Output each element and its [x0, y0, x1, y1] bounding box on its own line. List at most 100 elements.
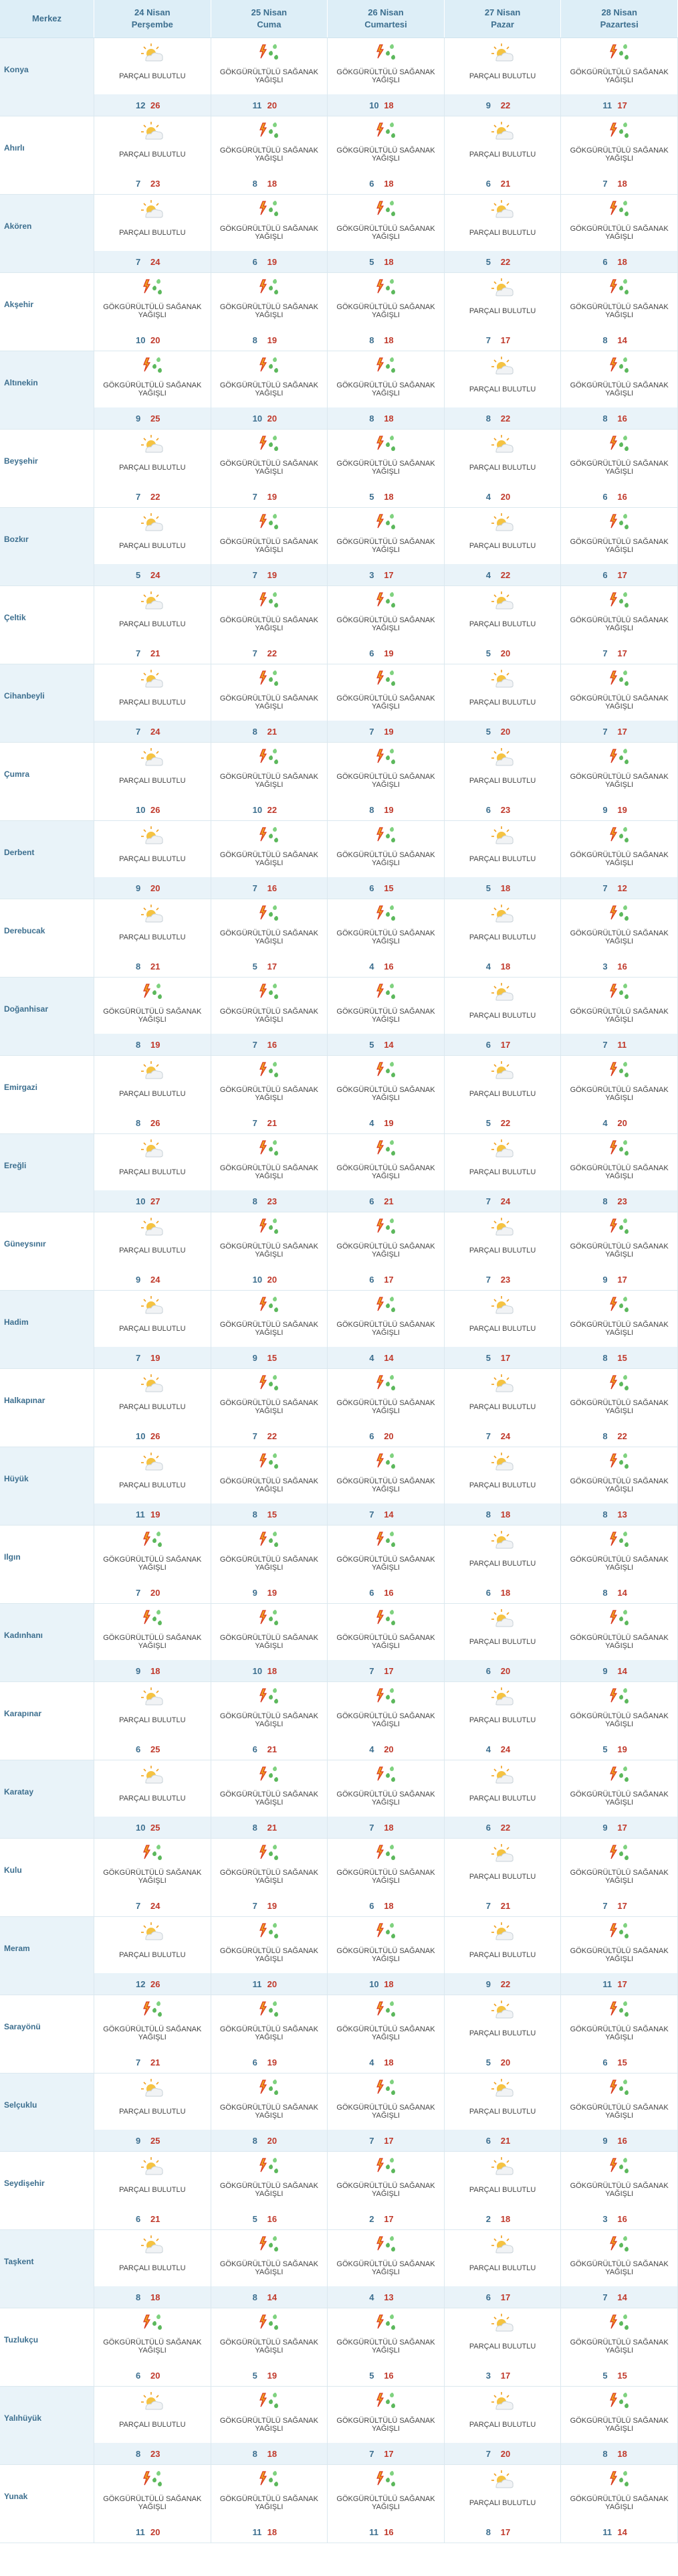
temperature-row: 5 18 — [328, 486, 444, 507]
station-name[interactable]: Seydişehir — [0, 2151, 94, 2230]
thunderstorm-icon — [606, 1530, 633, 1551]
min-temp: 7 — [485, 1900, 491, 1911]
thunderstorm-icon — [255, 1686, 282, 1708]
station-name[interactable]: Sarayönü — [0, 1995, 94, 2074]
station-name[interactable]: Halkapınar — [0, 1368, 94, 1447]
station-name[interactable]: Güneysınır — [0, 1212, 94, 1291]
min-temp: 6 — [485, 1587, 491, 1598]
station-name[interactable]: Konya — [0, 37, 94, 116]
partly-cloudy-icon — [139, 1921, 166, 1942]
thunderstorm-icon — [255, 277, 282, 298]
station-name[interactable]: Taşkent — [0, 2229, 94, 2308]
station-name[interactable]: Doğanhisar — [0, 977, 94, 1056]
condition-text: GÖKGÜRÜLTÜLÜ SAĞANAK YAĞIŞLI — [103, 303, 202, 319]
station-name[interactable]: Yalıhüyük — [0, 2386, 94, 2465]
max-temp: 22 — [150, 491, 160, 502]
forecast-cell: PARÇALI BULUTLU 6 23 — [444, 742, 562, 821]
thunderstorm-icon — [372, 1921, 399, 1942]
station-name[interactable]: Beyşehir — [0, 429, 94, 508]
min-temp: 7 — [602, 648, 608, 658]
station-name[interactable]: Yunak — [0, 2464, 94, 2543]
max-temp: 20 — [150, 335, 160, 345]
thunderstorm-icon — [606, 982, 633, 1003]
max-temp: 23 — [150, 178, 160, 189]
max-temp: 17 — [617, 726, 627, 737]
station-name[interactable]: Derebucak — [0, 899, 94, 978]
max-temp: 17 — [384, 1665, 394, 1676]
station-name[interactable]: Ereğli — [0, 1133, 94, 1212]
condition-text: GÖKGÜRÜLTÜLÜ SAĞANAK YAĞIŞLI — [219, 225, 318, 241]
station-name[interactable]: Selçuklu — [0, 2073, 94, 2152]
station-row: Halkapınar PARÇALI BULUTLU 10 26 GÖKGÜRÜLTÜL… — [0, 1368, 678, 1447]
min-temp: 6 — [252, 256, 257, 267]
min-temp: 4 — [369, 2057, 374, 2067]
station-name[interactable]: Ilgın — [0, 1525, 94, 1604]
forecast-cell: PARÇALI BULUTLU 6 17 — [444, 977, 562, 1056]
min-temp: 9 — [602, 1274, 608, 1285]
condition-text: GÖKGÜRÜLTÜLÜ SAĞANAK YAĞIŞLI — [570, 2417, 669, 2433]
temperature-row: 7 19 — [211, 1895, 328, 1916]
station-name[interactable]: Hüyük — [0, 1447, 94, 1526]
station-name[interactable]: Karatay — [0, 1760, 94, 1839]
condition-text: PARÇALI BULUTLU — [469, 699, 536, 707]
station-name[interactable]: Ahırlı — [0, 116, 94, 195]
min-temp: 6 — [369, 1900, 374, 1911]
min-temp: 9 — [136, 1274, 141, 1285]
max-temp: 17 — [617, 1979, 627, 1989]
station-row: Kadınhanı GÖKGÜRÜLTÜLÜ SAĞANAK YAĞIŞLI 9 18… — [0, 1603, 678, 1682]
min-temp: 5 — [485, 726, 491, 737]
min-temp: 9 — [136, 2135, 141, 2146]
max-temp: 24 — [500, 1196, 511, 1206]
station-name[interactable]: Akören — [0, 194, 94, 273]
min-temp: 10 — [369, 100, 379, 110]
partly-cloudy-icon — [489, 1060, 516, 1081]
max-temp: 17 — [384, 2135, 394, 2146]
temperature-row: 9 25 — [94, 407, 211, 429]
temperature-row: 3 17 — [328, 564, 444, 585]
max-temp: 18 — [500, 1509, 511, 1520]
station-name[interactable]: Meram — [0, 1916, 94, 1995]
station-name[interactable]: Akşehir — [0, 272, 94, 351]
temperature-row: 8 23 — [94, 2443, 211, 2464]
station-row: Beyşehir PARÇALI BULUTLU 7 22 GÖKGÜRÜLTÜLÜ S… — [0, 429, 678, 508]
temperature-row: 8 18 — [211, 173, 328, 194]
station-name[interactable]: Hadim — [0, 1290, 94, 1369]
thunderstorm-icon — [255, 825, 282, 846]
condition-text: GÖKGÜRÜLTÜLÜ SAĞANAK YAĞIŞLI — [219, 1477, 318, 1493]
min-temp: 8 — [136, 1039, 141, 1050]
temperature-row: 6 20 — [328, 1425, 444, 1447]
condition-text: PARÇALI BULUTLU — [469, 1795, 536, 1803]
temperature-row: 3 16 — [561, 955, 677, 977]
temperature-row: 9 17 — [561, 1269, 677, 1290]
thunderstorm-icon — [255, 1999, 282, 2021]
station-name[interactable]: Kulu — [0, 1838, 94, 1917]
station-name[interactable]: Emirgazi — [0, 1055, 94, 1134]
station-name[interactable]: Cihanbeyli — [0, 664, 94, 743]
forecast-cell: PARÇALI BULUTLU 7 20 — [444, 2386, 562, 2465]
day-header: 24 Nisan Perşembe — [94, 0, 211, 38]
min-temp: 6 — [369, 1274, 374, 1285]
station-name[interactable]: Tuzlukçu — [0, 2308, 94, 2387]
partly-cloudy-icon — [489, 1451, 516, 1473]
thunderstorm-icon — [255, 590, 282, 612]
forecast-cell: GÖKGÜRÜLTÜLÜ SAĞANAK YAĞIŞLI 6 19 — [327, 585, 445, 664]
thunderstorm-icon — [255, 668, 282, 690]
forecast-cell: PARÇALI BULUTLU 6 18 — [444, 1525, 562, 1604]
station-name[interactable]: Kadınhanı — [0, 1603, 94, 1682]
forecast-cell: PARÇALI BULUTLU 9 22 — [444, 37, 562, 116]
station-name[interactable]: Çeltik — [0, 585, 94, 664]
temperature-row: 7 17 — [561, 1895, 677, 1916]
temperature-row: 9 16 — [561, 2130, 677, 2151]
forecast-cell: GÖKGÜRÜLTÜLÜ SAĞANAK YAĞIŞLI 7 14 — [327, 1447, 445, 1526]
temperature-row: 7 22 — [211, 1425, 328, 1447]
station-name[interactable]: Bozkır — [0, 507, 94, 586]
forecast-cell: PARÇALI BULUTLU 6 17 — [444, 2229, 562, 2308]
station-name[interactable]: Altınekin — [0, 351, 94, 430]
condition-text: GÖKGÜRÜLTÜLÜ SAĞANAK YAĞIŞLI — [219, 1712, 318, 1728]
station-name[interactable]: Derbent — [0, 820, 94, 899]
station-name[interactable]: Karapınar — [0, 1681, 94, 1760]
forecast-cell: PARÇALI BULUTLU 8 22 — [444, 351, 562, 430]
thunderstorm-icon — [372, 1060, 399, 1081]
partly-cloudy-icon — [139, 1451, 166, 1473]
station-name[interactable]: Çumra — [0, 742, 94, 821]
